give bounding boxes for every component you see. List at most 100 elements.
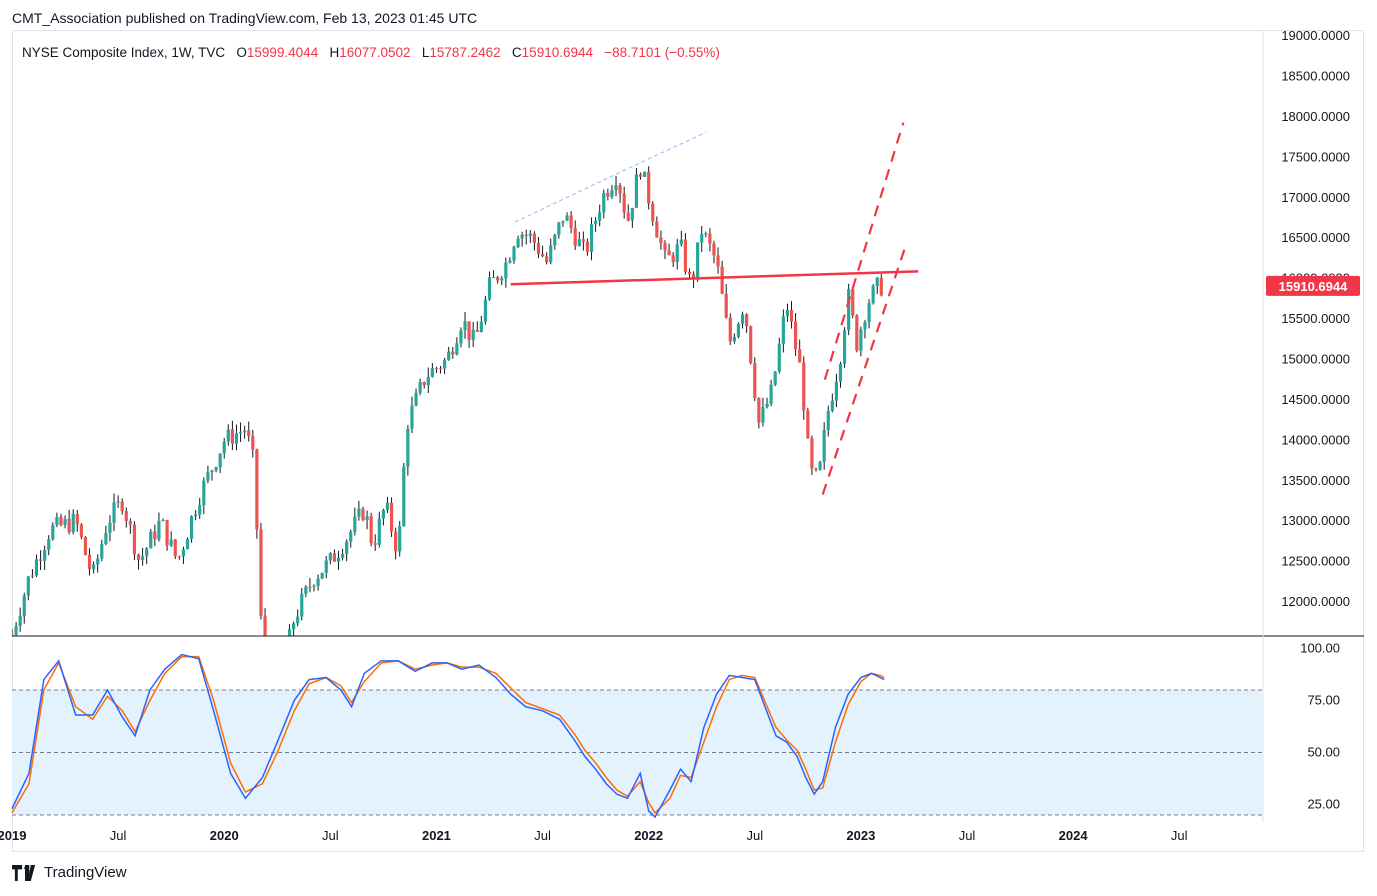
candle-body: [59, 516, 63, 525]
open-value: 15999.4044: [246, 45, 319, 60]
price-tick-label: 13500.0000: [1281, 473, 1350, 488]
price-tick-label: 14500.0000: [1281, 392, 1350, 407]
candle-body: [655, 221, 659, 238]
publish-header: CMT_Association published on TradingView…: [12, 10, 478, 26]
price-tick-label: 12500.0000: [1281, 554, 1350, 569]
candle-body: [573, 227, 577, 246]
tradingview-logo-icon[interactable]: [12, 864, 38, 881]
neckline: [510, 270, 919, 286]
candle-body: [377, 518, 381, 545]
candle-body: [838, 363, 843, 382]
candle-body: [340, 554, 345, 558]
candle-body: [365, 516, 369, 520]
candle-body: [402, 466, 406, 527]
candle-body: [185, 538, 190, 550]
candle-body: [753, 362, 757, 399]
price-tick-label: 14000.0000: [1281, 432, 1350, 447]
chart-frame: [12, 30, 1364, 852]
candle-body: [47, 539, 51, 550]
footer-brand[interactable]: TradingView: [44, 864, 127, 881]
candle-body: [87, 554, 92, 570]
time-tick-label: Jul: [1171, 828, 1188, 843]
candle-body: [769, 384, 773, 404]
candle-body: [810, 438, 814, 469]
candle-body: [879, 277, 883, 296]
candle-body: [438, 368, 443, 370]
dashed-trendline: [821, 245, 907, 495]
time-tick-label: 2020: [210, 828, 239, 843]
candle-body: [561, 220, 565, 223]
candle-body: [487, 277, 492, 300]
candle-body: [716, 255, 720, 267]
candle-body: [120, 501, 124, 512]
candle-body: [671, 255, 675, 263]
candle-body: [136, 554, 141, 560]
price-tick-label: 15000.0000: [1281, 351, 1350, 366]
candle-body: [251, 436, 255, 450]
price-tick-label: 17000.0000: [1281, 190, 1350, 205]
candle-body: [491, 277, 496, 279]
candle-body: [434, 368, 439, 370]
candle-body: [683, 239, 688, 272]
candle-body: [463, 321, 467, 331]
candle-body: [389, 502, 394, 532]
candle-body: [704, 233, 708, 235]
candle-body: [210, 470, 214, 473]
candle-body: [18, 616, 22, 627]
candle-body: [675, 244, 679, 263]
candle-body: [128, 520, 132, 525]
candle-body: [426, 376, 430, 386]
candle-body: [218, 453, 222, 468]
candle-body: [785, 309, 790, 317]
candle-body: [430, 368, 434, 377]
candle-body: [169, 539, 173, 546]
candle-body: [659, 237, 663, 244]
candle-body: [55, 516, 59, 525]
candle-body: [806, 410, 810, 439]
stoch-series-d: [11, 655, 885, 815]
time-tick-label: 2022: [634, 828, 663, 843]
candle-body: [369, 516, 373, 544]
candle-body: [651, 203, 655, 222]
time-tick-label: 2021: [422, 828, 451, 843]
candle-body: [230, 429, 234, 444]
symbol-name[interactable]: NYSE Composite Index, 1W, TVC: [22, 45, 226, 60]
candle-body: [687, 271, 692, 275]
high-label: H: [329, 45, 340, 60]
candle-body: [38, 559, 43, 561]
candle-body: [871, 286, 875, 304]
candle-body: [793, 321, 798, 350]
candle-body: [222, 441, 226, 454]
candle-body: [394, 531, 398, 552]
stoch-series-k: [11, 653, 885, 819]
candle-body: [296, 616, 300, 624]
time-tick-label: Jul: [322, 828, 339, 843]
candle-body: [443, 359, 447, 369]
candle-body: [496, 277, 500, 281]
time-tick-label: Jul: [746, 828, 763, 843]
price-tick-label: 12000.0000: [1281, 594, 1350, 609]
candle-body: [847, 289, 851, 331]
candle-body: [855, 315, 859, 351]
candle-body: [545, 256, 549, 263]
candle-body: [153, 531, 157, 540]
candle-body: [67, 518, 71, 533]
candle-body: [761, 407, 765, 423]
candle-body: [696, 242, 700, 279]
candle-body: [610, 190, 614, 197]
candle-body: [516, 238, 520, 248]
candle-body: [104, 532, 108, 544]
candle-body: [259, 529, 263, 616]
candle-body: [357, 508, 361, 517]
stoch-tick-label: 100.00: [1300, 640, 1340, 655]
candle-body: [512, 247, 516, 261]
candle-body: [353, 516, 357, 532]
candle-body: [757, 398, 761, 423]
candle-body: [243, 430, 247, 432]
candle-body: [451, 351, 455, 355]
candle-body: [634, 174, 639, 208]
candle-body: [287, 629, 292, 636]
candle-body: [749, 326, 753, 363]
candle-body: [679, 239, 683, 245]
